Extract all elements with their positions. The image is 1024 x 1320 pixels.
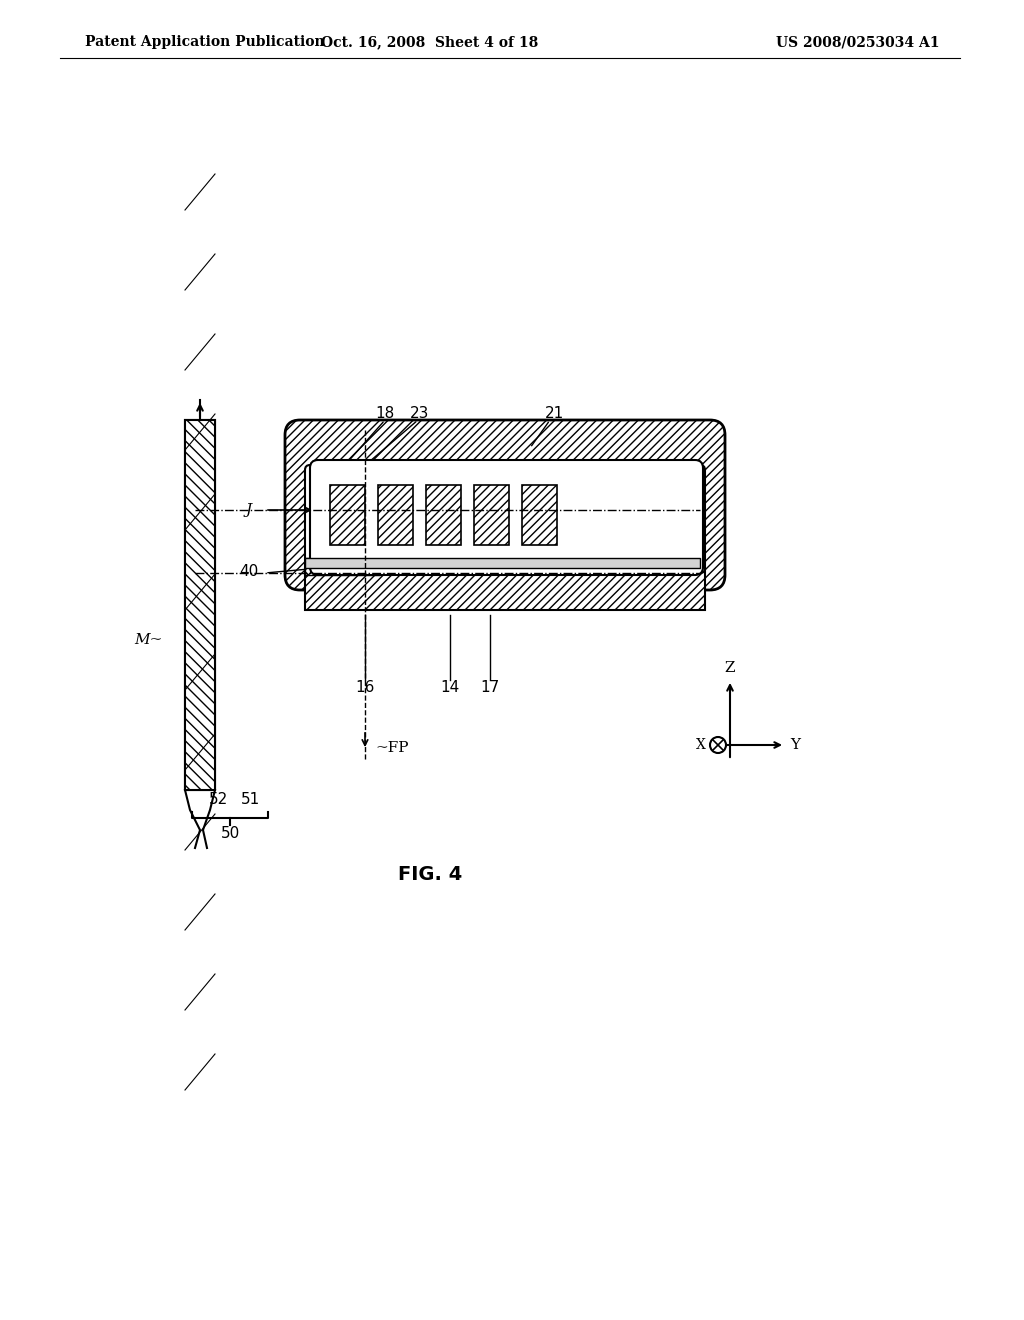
Text: X: X (696, 738, 706, 752)
Text: FIG. 4: FIG. 4 (398, 866, 462, 884)
Bar (474, 484, 509, 545)
Bar (305, 570, 705, 610)
Text: 50: 50 (220, 825, 240, 841)
FancyBboxPatch shape (305, 465, 705, 573)
Text: 23: 23 (411, 405, 430, 421)
Text: Y: Y (790, 738, 800, 752)
FancyBboxPatch shape (310, 459, 703, 576)
Bar (522, 484, 557, 545)
Text: 14: 14 (440, 681, 460, 696)
Text: Oct. 16, 2008  Sheet 4 of 18: Oct. 16, 2008 Sheet 4 of 18 (322, 36, 539, 49)
Text: 52: 52 (208, 792, 227, 808)
Bar (330, 484, 365, 545)
Text: Z: Z (725, 661, 735, 675)
Text: J: J (246, 503, 252, 517)
Text: 16: 16 (355, 681, 375, 696)
Text: 40: 40 (239, 565, 258, 579)
FancyBboxPatch shape (285, 420, 725, 590)
Bar (378, 484, 413, 545)
Bar (305, 558, 700, 568)
Bar (305, 558, 380, 576)
Text: 17: 17 (480, 681, 500, 696)
Text: 18: 18 (376, 405, 394, 421)
Text: Patent Application Publication: Patent Application Publication (85, 36, 325, 49)
Text: M~: M~ (134, 634, 162, 647)
Text: 21: 21 (546, 405, 564, 421)
Bar (426, 484, 461, 545)
Text: ~FP: ~FP (375, 741, 409, 755)
Bar (185, 420, 215, 789)
Bar (185, 420, 215, 789)
Text: US 2008/0253034 A1: US 2008/0253034 A1 (776, 36, 940, 49)
Text: 51: 51 (241, 792, 260, 808)
Circle shape (710, 737, 726, 752)
